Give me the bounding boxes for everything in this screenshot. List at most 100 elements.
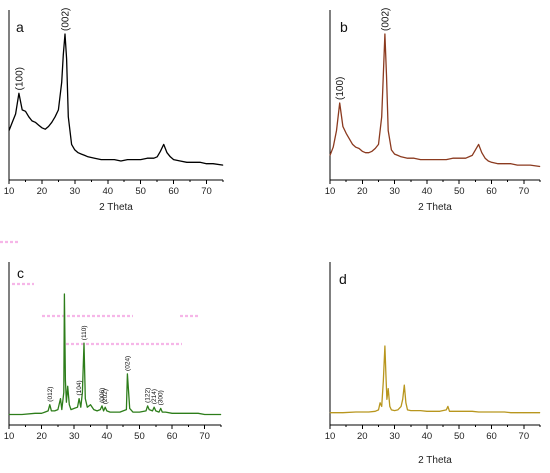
data-point	[355, 146, 357, 148]
data-point	[539, 166, 541, 167]
data-point	[332, 146, 334, 148]
data-point	[385, 374, 387, 375]
data-point	[58, 109, 59, 111]
data-point	[410, 410, 412, 411]
data-point	[49, 404, 51, 406]
data-point	[41, 127, 43, 129]
data-point	[54, 410, 56, 412]
data-point	[379, 402, 381, 404]
data-point	[48, 126, 49, 127]
x-tick-label: 30	[389, 186, 400, 197]
data-point	[381, 406, 383, 407]
data-point	[120, 160, 122, 162]
x-tick-label: 20	[357, 186, 368, 197]
panel-b: 10 20 30 40 50 60 70 2 Theta b (100) (002)	[325, 8, 541, 213]
x-axis-title: 2 Theta	[418, 202, 452, 213]
data-point	[382, 381, 384, 382]
data-point	[349, 138, 350, 140]
data-point	[539, 412, 541, 414]
data-point	[155, 410, 157, 412]
data-point	[504, 163, 505, 165]
data-point	[413, 157, 415, 159]
data-point	[106, 410, 108, 412]
data-point	[433, 410, 434, 412]
x-axis-title: 2 Theta	[418, 455, 452, 466]
x-tick-label: 50	[134, 431, 145, 442]
data-point	[178, 412, 179, 414]
data-point	[386, 75, 387, 76]
data-point	[65, 379, 66, 381]
x-tick-label: 10	[4, 186, 15, 197]
x-tick-label: 70	[201, 186, 212, 197]
data-point	[64, 293, 65, 295]
data-point	[220, 414, 222, 415]
data-point	[374, 148, 376, 149]
data-point	[127, 373, 128, 375]
data-point	[497, 411, 499, 413]
peak-label: (002)	[380, 8, 391, 31]
data-point	[481, 152, 483, 154]
data-point	[193, 161, 194, 163]
data-point	[51, 121, 53, 123]
data-point	[83, 342, 85, 344]
data-point	[523, 164, 525, 166]
data-point	[96, 410, 98, 412]
data-point	[517, 412, 518, 414]
data-point	[129, 408, 131, 409]
data-point	[158, 411, 160, 413]
data-point	[8, 414, 10, 415]
data-point	[61, 81, 63, 83]
data-point	[465, 157, 467, 159]
data-point	[94, 157, 95, 159]
data-point	[87, 156, 89, 158]
data-point	[160, 408, 162, 409]
data-point	[84, 398, 86, 399]
x-tick-label: 20	[36, 431, 47, 442]
data-point	[484, 411, 486, 413]
x-tick-label: 50	[135, 186, 146, 197]
data-point	[529, 412, 531, 414]
data-point	[361, 411, 363, 413]
x-tick-label: 30	[69, 431, 80, 442]
data-point	[510, 163, 512, 165]
data-point	[529, 164, 531, 166]
data-point	[186, 161, 188, 163]
data-point	[21, 414, 23, 415]
data-point	[387, 130, 389, 131]
data-point	[471, 410, 473, 412]
peak-label: (002)	[60, 8, 71, 31]
data-point	[403, 384, 405, 386]
x-tick-label: 10	[4, 431, 15, 442]
data-point	[67, 385, 69, 387]
data-point	[458, 157, 460, 159]
x-tick-label: 10	[325, 186, 336, 197]
data-point	[8, 130, 10, 131]
x-tick-label: 70	[519, 431, 530, 442]
data-point	[426, 159, 428, 160]
data-point	[60, 398, 61, 399]
data-point	[38, 124, 39, 126]
data-point	[445, 409, 447, 411]
data-point	[139, 411, 140, 413]
data-point	[447, 406, 449, 407]
data-point	[487, 160, 489, 162]
data-point	[31, 120, 33, 122]
peak-label: (110)	[81, 325, 88, 340]
panel-label: a	[16, 19, 24, 35]
data-point	[101, 405, 103, 407]
data-point	[504, 411, 505, 413]
data-point	[426, 410, 428, 412]
peak-label: (214)	[151, 389, 158, 404]
data-point	[342, 412, 344, 414]
diffraction-trace	[8, 33, 224, 166]
x-tick-label: 20	[357, 431, 368, 442]
data-point	[378, 409, 379, 411]
x-tick-label: 40	[422, 431, 433, 442]
data-point	[153, 157, 155, 159]
data-point	[433, 159, 434, 160]
data-point	[452, 157, 454, 159]
x-tick-label: 20	[37, 186, 48, 197]
data-point	[374, 410, 376, 412]
data-point	[57, 409, 59, 410]
